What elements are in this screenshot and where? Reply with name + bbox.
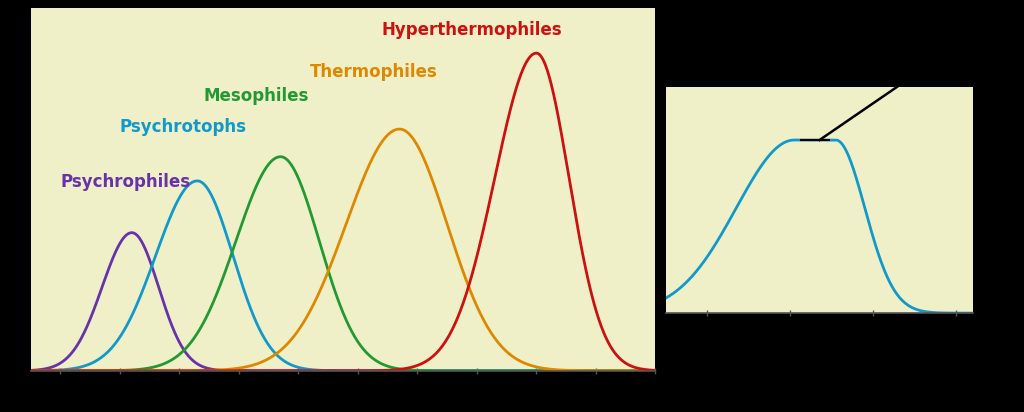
Text: Thermophiles: Thermophiles <box>310 63 438 81</box>
Text: Psychrotophs: Psychrotophs <box>120 118 247 136</box>
Text: Psychrophiles: Psychrophiles <box>60 173 190 191</box>
Text: Hyperthermophiles: Hyperthermophiles <box>382 21 562 39</box>
Text: Mesophiles: Mesophiles <box>203 87 308 105</box>
